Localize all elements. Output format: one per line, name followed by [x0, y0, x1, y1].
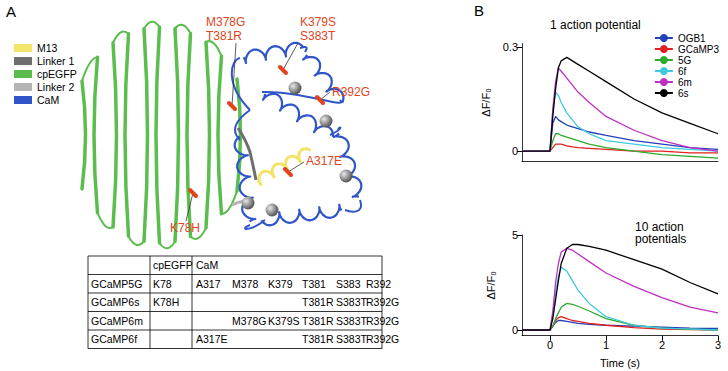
svg-text:0: 0: [547, 339, 553, 351]
svg-text:Linker 2: Linker 2: [37, 81, 75, 93]
svg-text:A: A: [6, 3, 16, 20]
svg-text:cpEGFP: cpEGFP: [153, 259, 193, 271]
svg-text:T381R: T381R: [302, 315, 334, 327]
svg-text:T381R: T381R: [302, 296, 334, 308]
svg-text:OGB1: OGB1: [678, 33, 706, 44]
svg-text:M378G: M378G: [232, 315, 266, 327]
svg-text:S383T: S383T: [336, 333, 368, 345]
svg-text:K78H: K78H: [153, 296, 179, 308]
svg-text:1 action potential: 1 action potential: [550, 18, 641, 32]
svg-text:CaM: CaM: [37, 94, 59, 106]
svg-text:K379S: K379S: [300, 15, 336, 29]
svg-text:A317E: A317E: [306, 154, 342, 168]
svg-text:6m: 6m: [678, 77, 692, 88]
svg-text:ΔF/F₀: ΔF/F₀: [480, 88, 492, 116]
svg-text:GCaMP6m: GCaMP6m: [91, 315, 143, 327]
svg-text:M13: M13: [37, 42, 58, 54]
svg-text:M378: M378: [232, 278, 258, 290]
svg-text:R392G: R392G: [366, 296, 399, 308]
svg-text:0: 0: [512, 324, 518, 336]
svg-text:0.3: 0.3: [503, 41, 518, 53]
svg-text:GCaMP6s: GCaMP6s: [91, 296, 139, 308]
svg-text:K379: K379: [268, 278, 293, 290]
svg-text:CaM: CaM: [196, 259, 218, 271]
svg-text:T381R: T381R: [206, 29, 242, 43]
svg-text:Linker 1: Linker 1: [37, 55, 75, 67]
svg-text:A317E: A317E: [196, 333, 228, 345]
svg-text:GCaMP6f: GCaMP6f: [91, 333, 137, 345]
svg-text:T381: T381: [302, 278, 326, 290]
svg-text:5: 5: [512, 229, 518, 241]
svg-text:2: 2: [659, 339, 665, 351]
svg-text:R392G: R392G: [366, 315, 399, 327]
svg-text:S383T: S383T: [336, 296, 368, 308]
svg-text:6s: 6s: [678, 88, 689, 99]
svg-text:K379S: K379S: [268, 315, 300, 327]
svg-text:A317: A317: [196, 278, 221, 290]
svg-text:M378G: M378G: [206, 15, 245, 29]
svg-text:R392G: R392G: [366, 333, 399, 345]
svg-text:R392: R392: [366, 278, 391, 290]
svg-text:S383: S383: [336, 278, 361, 290]
svg-text:T381R: T381R: [302, 333, 334, 345]
svg-text:K78: K78: [153, 278, 172, 290]
html-text:B: B: [474, 2, 484, 19]
svg-text:cpEGFP: cpEGFP: [37, 68, 77, 80]
svg-text:Time (s): Time (s): [600, 357, 640, 369]
svg-text:ΔF/F₀: ΔF/F₀: [485, 271, 497, 299]
svg-text:10 action: 10 action: [635, 220, 687, 234]
svg-text:S383T: S383T: [300, 29, 336, 43]
svg-text:S383T: S383T: [336, 315, 368, 327]
svg-text:0: 0: [512, 145, 518, 157]
svg-text:GCaMP3: GCaMP3: [678, 44, 720, 55]
svg-text:3: 3: [715, 339, 721, 351]
svg-text:potentials: potentials: [635, 232, 686, 246]
svg-text:5G: 5G: [678, 55, 692, 66]
svg-text:6f: 6f: [678, 66, 687, 77]
svg-text:GCaMP5G: GCaMP5G: [91, 278, 142, 290]
svg-text:K78H: K78H: [170, 221, 200, 235]
svg-text:1: 1: [603, 339, 609, 351]
svg-text:R392G: R392G: [332, 85, 370, 99]
